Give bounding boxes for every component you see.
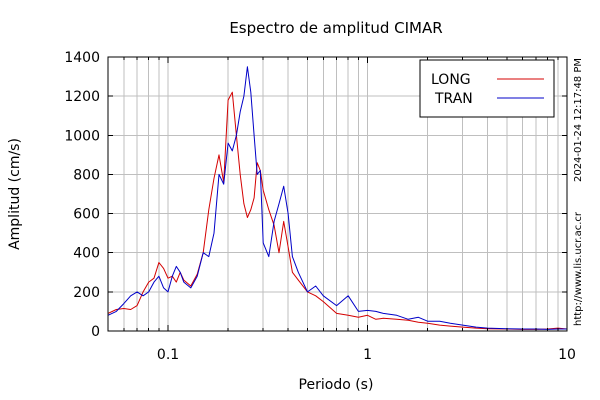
y-tick-label: 600	[73, 207, 100, 223]
x-axis-label: Periodo (s)	[299, 377, 374, 393]
legend-label-tran: TRAN	[434, 91, 473, 107]
timestamp-label: 2024-01-24 12:17:48 PM	[573, 58, 584, 182]
legend-box	[419, 59, 555, 118]
plot-frame	[107, 56, 568, 332]
x-tick-label: 0.1	[157, 347, 179, 363]
x-tick-label: 10	[558, 347, 576, 363]
legend: LONG TRAN	[419, 59, 555, 118]
website-label: http://www.lis.ucr.ac.cr	[573, 211, 584, 326]
y-tick-label: 0	[91, 324, 100, 340]
series-line-long	[107, 91, 568, 330]
series-line-tran	[107, 66, 567, 330]
series-lines	[107, 66, 568, 330]
chart-title: Espectro de amplitud CIMAR	[229, 19, 442, 37]
y-tick-label: 400	[73, 246, 100, 262]
y-tick-label: 1200	[64, 89, 100, 105]
y-tick-label: 800	[73, 167, 100, 183]
y-tick-label: 1400	[64, 50, 100, 66]
y-axis-label: Amplitud (cm/s)	[7, 138, 23, 250]
legend-label-long: LONG	[431, 72, 471, 88]
y-tick-label: 200	[73, 285, 100, 301]
grid	[107, 56, 568, 332]
x-tick-label: 1	[363, 347, 372, 363]
axis-ticks	[107, 56, 568, 332]
y-tick-label: 1000	[64, 128, 100, 144]
tick-labels: 0 200 400 600 800 1000 1200 1400 0.1 1 10	[64, 50, 576, 363]
